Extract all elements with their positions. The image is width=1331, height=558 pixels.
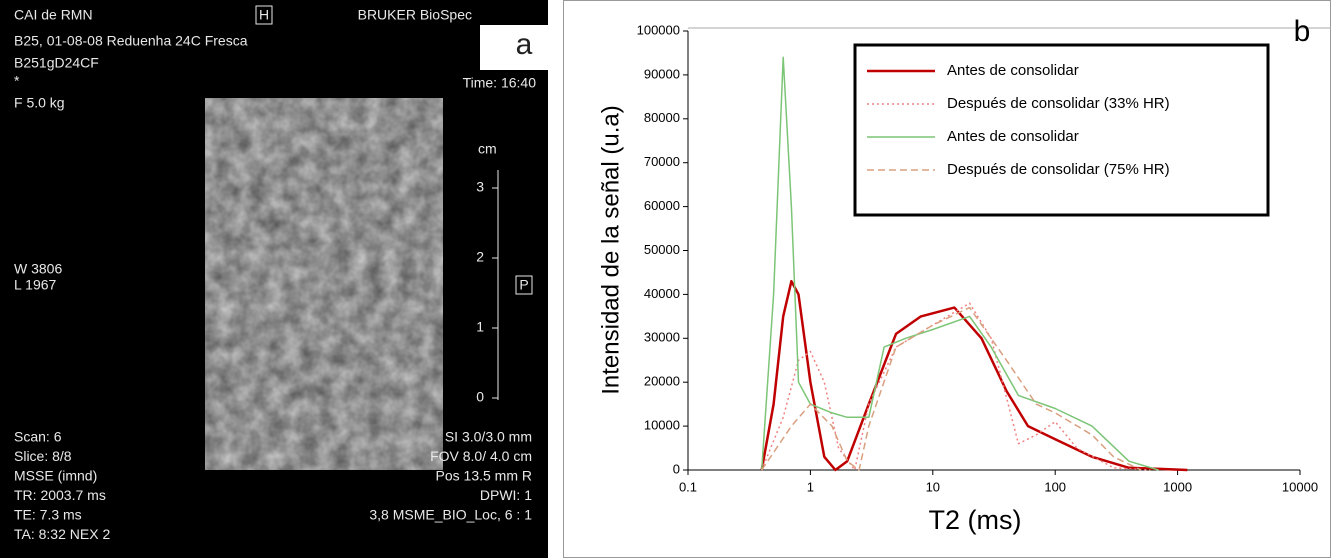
param: SI 3.0/3.0 mm bbox=[445, 429, 532, 445]
legend-label: Antes de consolidar bbox=[947, 62, 1079, 79]
x-tick-label: 10000 bbox=[1282, 479, 1318, 494]
params-left: Scan: 6 Slice: 8/8 MSSE (imnd) TR: 2003.7 m… bbox=[14, 429, 110, 543]
param: TR: 2003.7 ms bbox=[14, 487, 106, 503]
mri-panel: a CAI de RMN H BRUKER BioSpec B25, 01-08… bbox=[0, 0, 548, 558]
y-tick-label: 30000 bbox=[644, 330, 680, 345]
param: 3,8 MSME_BIO_Loc, 6 : 1 bbox=[369, 507, 532, 523]
y-tick-label: 80000 bbox=[644, 110, 680, 125]
y-tick-label: 0 bbox=[673, 461, 680, 476]
series-line bbox=[760, 279, 1188, 472]
param: FOV 8.0/ 4.0 cm bbox=[430, 448, 532, 464]
scale-label: 1 bbox=[476, 319, 484, 335]
legend-label: Después de consolidar (33% HR) bbox=[947, 95, 1170, 112]
scale-ticks: 3 2 1 0 bbox=[476, 179, 498, 405]
chart: b 0 10000 20000 30000 40000 50000 60000 70000 800… bbox=[597, 15, 1331, 535]
params-right: SI 3.0/3.0 mm FOV 8.0/ 4.0 cm Pos 13.5 mm … bbox=[369, 429, 532, 523]
y-tick-label: 100000 bbox=[637, 22, 680, 37]
panel-label: a bbox=[516, 28, 533, 61]
header-left: CAI de RMN bbox=[14, 7, 93, 23]
y-tick-label: 20000 bbox=[644, 374, 680, 389]
series-line bbox=[760, 56, 1159, 471]
x-tick-label: 1000 bbox=[1163, 479, 1192, 494]
x-tick-label: 0.1 bbox=[679, 479, 697, 494]
param: Pos 13.5 mm R bbox=[436, 468, 532, 484]
level: L 1967 bbox=[14, 277, 57, 293]
sample-id: B251gD24CF bbox=[14, 55, 99, 71]
force: F 5.0 kg bbox=[14, 95, 65, 111]
param: TA: 8:32 NEX 2 bbox=[14, 526, 110, 542]
x-tick-label: 10 bbox=[926, 479, 940, 494]
y-tick-label: 90000 bbox=[644, 66, 680, 81]
x-axis-label: T2 (ms) bbox=[929, 505, 1022, 535]
panel-label: b bbox=[1294, 15, 1311, 48]
orientation-side: P bbox=[519, 277, 528, 293]
y-tick-label: 10000 bbox=[644, 418, 680, 433]
y-tick-label: 70000 bbox=[644, 154, 680, 169]
study: B25, 01-08-08 Reduenha 24C Fresca bbox=[14, 33, 248, 49]
y-tick-label: 40000 bbox=[644, 286, 680, 301]
param: Slice: 8/8 bbox=[14, 448, 72, 464]
orientation-top: H bbox=[259, 7, 269, 23]
label-patch bbox=[480, 25, 548, 70]
series-line bbox=[761, 306, 1142, 471]
marker: * bbox=[14, 73, 20, 89]
sample-texture bbox=[205, 98, 443, 470]
x-tick-label: 1 bbox=[807, 479, 814, 494]
time: Time: 16:40 bbox=[463, 75, 537, 91]
scale-label: 3 bbox=[476, 179, 484, 195]
param: TE: 7.3 ms bbox=[14, 507, 82, 523]
orientation-box bbox=[515, 275, 533, 295]
param: DPWI: 1 bbox=[480, 487, 532, 503]
y-axis-label: Intensidad de la señal (u.a) bbox=[597, 105, 624, 395]
y-tick-label: 60000 bbox=[644, 198, 680, 213]
window: W 3806 bbox=[14, 261, 62, 277]
param: MSSE (imnd) bbox=[14, 468, 97, 484]
legend-label: Después de consolidar (75% HR) bbox=[947, 161, 1170, 178]
x-tick-label: 100 bbox=[1044, 479, 1066, 494]
y-tick-label: 50000 bbox=[644, 242, 680, 257]
series-line bbox=[761, 302, 1151, 471]
legend-label: Antes de consolidar bbox=[947, 128, 1079, 145]
scale-unit: cm bbox=[478, 141, 497, 157]
scale-label: 0 bbox=[476, 389, 484, 405]
param: Scan: 6 bbox=[14, 429, 62, 445]
orientation-box bbox=[255, 5, 273, 25]
header-right: BRUKER BioSpec bbox=[358, 7, 472, 23]
scale-label: 2 bbox=[476, 249, 484, 265]
legend-box bbox=[853, 43, 1270, 217]
